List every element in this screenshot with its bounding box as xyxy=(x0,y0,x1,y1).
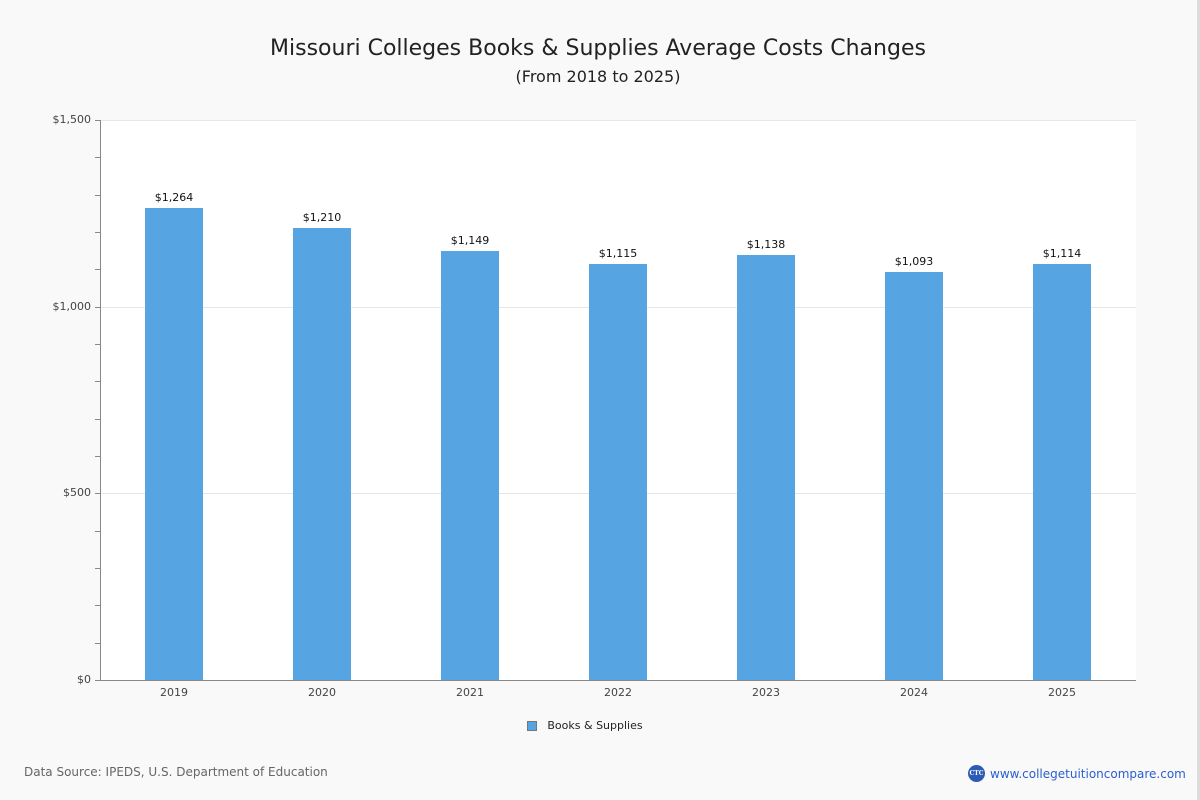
chart-subtitle: (From 2018 to 2025) xyxy=(515,67,681,86)
x-axis xyxy=(100,680,1136,681)
y-tick-label: $0 xyxy=(77,673,91,686)
x-tick-label: 2024 xyxy=(900,686,928,699)
bar-2020[interactable] xyxy=(293,228,351,680)
y-tick xyxy=(95,605,100,606)
bar-2022[interactable] xyxy=(589,264,647,680)
bar-2021[interactable] xyxy=(441,251,499,680)
x-tick-label: 2020 xyxy=(308,686,336,699)
bar-value-label: $1,149 xyxy=(450,234,490,247)
y-tick xyxy=(95,568,100,569)
y-tick xyxy=(95,344,100,345)
x-tick-label: 2022 xyxy=(604,686,632,699)
y-tick-label: $1,500 xyxy=(52,113,92,126)
bar-2019[interactable] xyxy=(145,208,203,680)
ctc-logo-icon: CTC xyxy=(968,765,985,782)
bar-value-label: $1,115 xyxy=(598,247,638,260)
y-tick-label: $500 xyxy=(63,486,91,499)
bar-2024[interactable] xyxy=(885,272,943,680)
x-tick-label: 2021 xyxy=(456,686,484,699)
bar-value-label: $1,093 xyxy=(894,255,934,268)
y-tick xyxy=(95,307,100,308)
y-tick xyxy=(95,269,100,270)
y-tick xyxy=(95,531,100,532)
brand-url: www.collegetuitioncompare.com xyxy=(990,766,1186,781)
x-tick-label: 2025 xyxy=(1048,686,1076,699)
bar-value-label: $1,138 xyxy=(746,238,786,251)
y-tick xyxy=(95,419,100,420)
y-tick xyxy=(95,680,100,681)
legend-swatch-icon xyxy=(527,720,538,731)
legend[interactable]: Books & Supplies xyxy=(0,719,1200,732)
legend-label: Books & Supplies xyxy=(547,719,643,732)
right-border xyxy=(1197,0,1200,800)
bar-value-label: $1,210 xyxy=(302,211,342,224)
y-tick-label: $1,000 xyxy=(52,300,92,313)
y-tick xyxy=(95,381,100,382)
y-tick xyxy=(95,157,100,158)
y-tick xyxy=(95,120,100,121)
brand-link[interactable]: CTC www.collegetuitioncompare.com xyxy=(968,765,1186,782)
y-tick xyxy=(95,456,100,457)
y-tick xyxy=(95,643,100,644)
data-source: Data Source: IPEDS, U.S. Department of E… xyxy=(24,765,328,779)
bar-2023[interactable] xyxy=(737,255,795,680)
y-tick xyxy=(95,232,100,233)
bar-2025[interactable] xyxy=(1033,264,1091,680)
y-axis xyxy=(100,120,101,681)
x-tick-label: 2023 xyxy=(752,686,780,699)
x-tick-label: 2019 xyxy=(160,686,188,699)
y-tick xyxy=(95,195,100,196)
bar-value-label: $1,114 xyxy=(1042,247,1082,260)
y-tick xyxy=(95,493,100,494)
chart-title: Missouri Colleges Books & Supplies Avera… xyxy=(270,36,926,61)
gridline xyxy=(100,120,1136,121)
bar-value-label: $1,264 xyxy=(154,191,194,204)
